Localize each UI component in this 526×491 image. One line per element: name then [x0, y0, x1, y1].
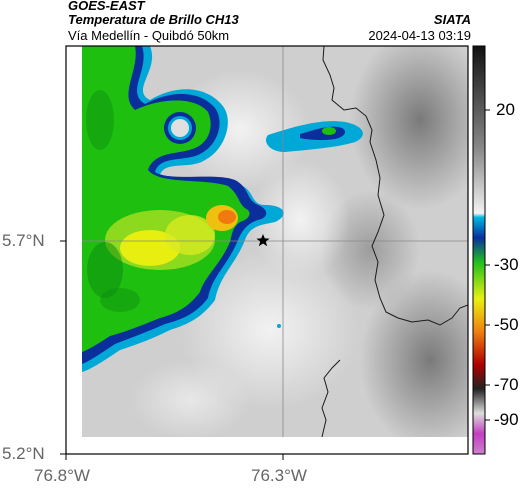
lon-tick-label: 76.8°W: [34, 466, 90, 485]
region-label: Vía Medellín - Quibdó 50km: [68, 28, 230, 43]
map-frame: [65, 45, 469, 455]
colorbar-tick-label: -70: [494, 375, 519, 394]
brightness-temperature-field: [82, 46, 468, 437]
border-line: [322, 46, 468, 326]
colorbar-tick-label: -90: [494, 410, 519, 429]
product-subtitle: Temperatura de Brillo CH13: [68, 12, 239, 27]
colorbar-tick-label: 20: [496, 100, 515, 119]
small-cloud: [265, 121, 363, 328]
source-label: SIATA: [433, 12, 471, 27]
convective-cloud: [82, 46, 284, 372]
star-marker: [256, 234, 270, 247]
lon-tick-label: 76.3°W: [251, 466, 307, 485]
lat-tick-label: 5.2°N: [2, 444, 45, 463]
product-title: GOES-EAST: [68, 0, 145, 13]
colorbar-tick-label: -50: [494, 315, 519, 334]
lat-tick-label: 5.7°N: [2, 231, 45, 250]
border-line-south: [321, 359, 341, 437]
timestamp-label: 2024-04-13 03:19: [368, 28, 471, 43]
colorbar-tick-label: -30: [494, 255, 519, 274]
colorbar: [472, 45, 486, 455]
